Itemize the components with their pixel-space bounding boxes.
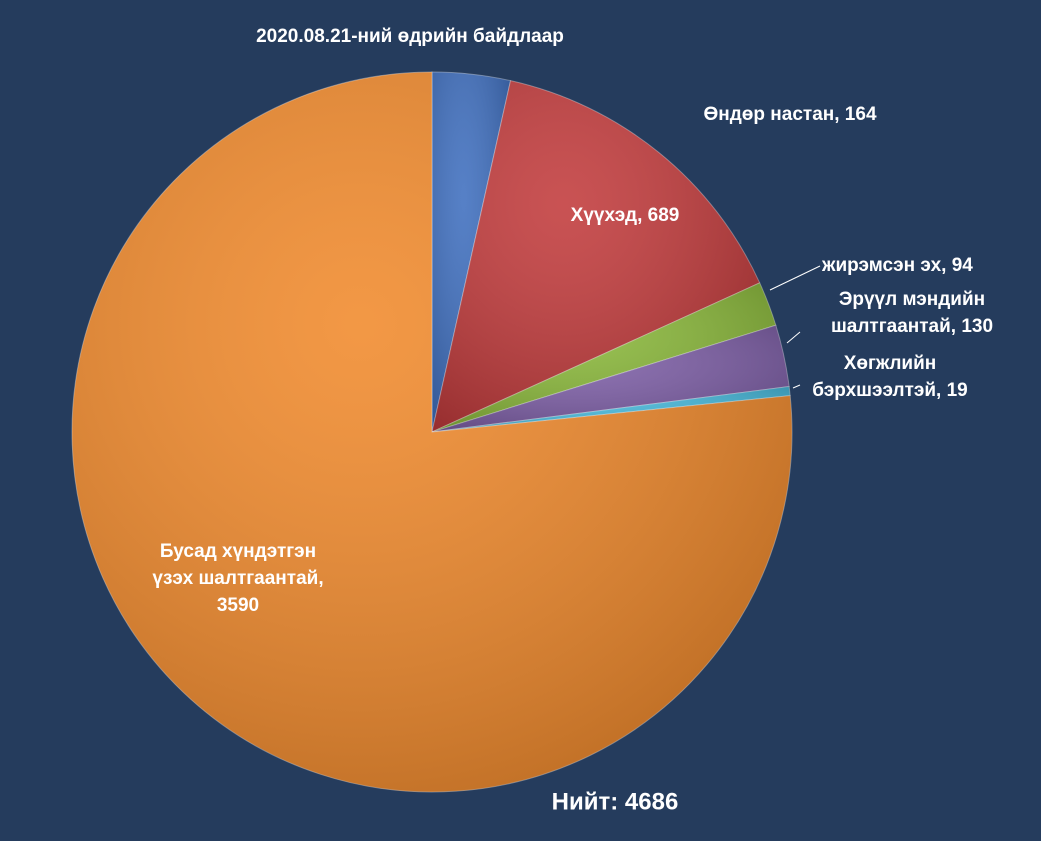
leader-line [792, 384, 801, 389]
data-label: жирэмсэн эх, 94 [821, 255, 973, 276]
data-label: Бусад хүндэтгэн үзэх шалтгаантай, 3590 [152, 541, 323, 616]
leader-line [786, 331, 801, 344]
pie [71, 71, 793, 793]
total-label: Нийт: 4686 [552, 788, 679, 815]
data-label: Өндөр настан, 164 [703, 104, 876, 125]
leader-line [769, 265, 821, 291]
chart-title: 2020.08.21-ний өдрийн байдлаар [256, 26, 564, 47]
data-label: Хүүхэд, 689 [571, 205, 680, 226]
data-label: Хөгжлийн бэрхшээлтэй, 19 [812, 353, 968, 401]
data-label: Эрүүл мэндийн шалтгаантай, 130 [831, 289, 993, 337]
